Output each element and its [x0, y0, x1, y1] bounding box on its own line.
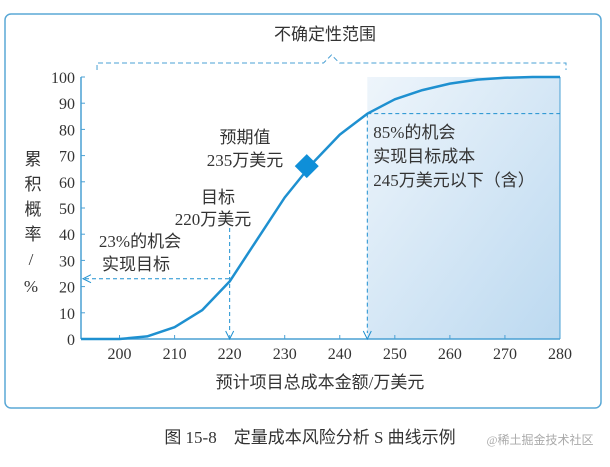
expected-value-label: 预期值 — [220, 128, 271, 147]
p85-label-2: 实现目标成本 — [373, 147, 475, 166]
x-tick-label: 230 — [273, 346, 297, 363]
x-tick-label: 280 — [548, 346, 572, 363]
arrow-down-icon — [362, 330, 372, 341]
y-tick-label: 100 — [51, 70, 75, 87]
x-tick-label: 270 — [493, 346, 517, 363]
x-tick-label: 250 — [383, 346, 407, 363]
y-tick-label: 60 — [59, 175, 75, 192]
y-axis-label: 累积概率/% — [22, 150, 42, 304]
target-label: 目标 — [201, 188, 235, 207]
y-tick-label: 40 — [59, 227, 75, 244]
p85-label-1: 85%的机会 — [373, 123, 455, 142]
watermark: @稀土掘金技术社区 — [486, 432, 593, 447]
uncertainty-bracket — [96, 54, 567, 70]
x-tick-label: 260 — [438, 346, 462, 363]
figure-caption: 图 15-8 定量成本风险分析 S 曲线示例 — [164, 428, 455, 447]
y-tick-label: 50 — [59, 201, 75, 218]
y-tick-label: 10 — [59, 306, 75, 323]
y-tick-label: 70 — [59, 149, 75, 166]
expected-value-diamond — [294, 154, 319, 179]
p85-label-3: 245万美元以下（含） — [373, 171, 534, 190]
x-tick-label: 240 — [328, 346, 352, 363]
y-tick-label: 0 — [67, 332, 75, 349]
y-tick-label: 20 — [59, 280, 75, 297]
y-tick-label: 90 — [59, 96, 75, 113]
target-chance-label: 23%的机会 — [99, 232, 181, 251]
target-value-label: 220万美元 — [175, 210, 252, 229]
arrow-down-icon — [225, 330, 235, 341]
uncertainty-range-label: 不确定性范围 — [274, 25, 376, 44]
target-chance-label-2: 实现目标 — [102, 255, 170, 274]
x-axis-label: 预计项目总成本金额/万美元 — [216, 373, 425, 392]
x-tick-label: 210 — [163, 346, 187, 363]
expected-value-amount: 235万美元 — [207, 151, 284, 170]
figure-frame — [4, 13, 602, 409]
arrow-left-icon — [81, 274, 92, 284]
x-tick-label: 220 — [218, 346, 242, 363]
s-curve-line — [81, 75, 560, 341]
y-tick-label: 30 — [59, 253, 75, 270]
y-tick-label: 80 — [59, 122, 75, 139]
x-tick-label: 200 — [108, 346, 132, 363]
shaded-region — [367, 77, 560, 339]
